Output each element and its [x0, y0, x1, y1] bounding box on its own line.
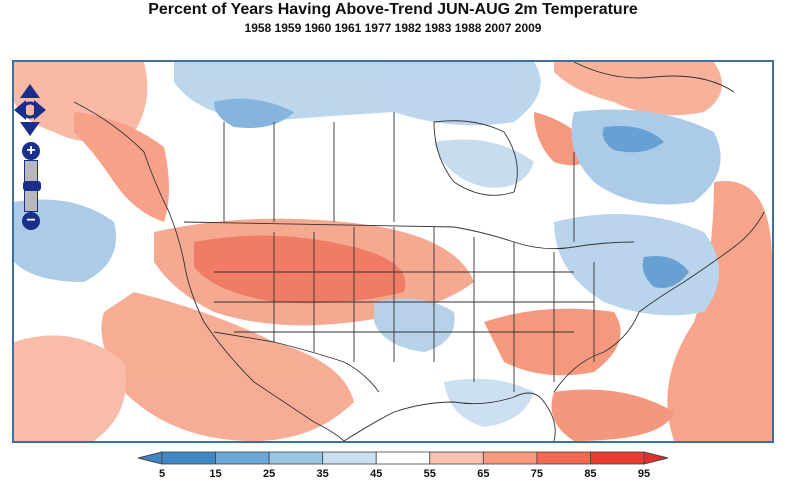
canada-us-border [183, 221, 635, 250]
greenland-coast [573, 62, 735, 93]
cool-core-quebec [602, 126, 664, 153]
cool-core-arctic [214, 98, 294, 128]
field-shading [14, 62, 772, 441]
colorbar-tick-label: 5 [158, 468, 166, 480]
colorbar-tick-label: 75 [530, 468, 543, 480]
color-legend: 5 15 25 35 45 55 65 75 85 95 [138, 451, 668, 485]
colorbar-over-arrow [643, 451, 668, 465]
warm-region-southeast [484, 308, 621, 376]
warm-region-bc-coast [74, 112, 169, 222]
colorbar-cell [429, 451, 484, 465]
warm-core-western-us [194, 235, 406, 304]
warm-region-pacific [14, 335, 126, 441]
zoom-in-button[interactable]: + [22, 142, 40, 160]
us-mexico-border [213, 331, 380, 393]
colorbar-cell [590, 451, 645, 465]
hudson-bay-outline [433, 120, 518, 196]
pan-right-icon [34, 100, 46, 120]
pan-up-icon [20, 84, 40, 98]
zoom-out-button[interactable]: − [22, 212, 40, 230]
colorbar-cell [322, 451, 377, 465]
pan-down-icon [20, 122, 40, 136]
colorbar-cell [215, 451, 270, 465]
map-subtitle-years: 1958 1959 1960 1961 1977 1982 1983 1988 … [244, 21, 542, 35]
cool-region-quebec [571, 109, 721, 205]
colorbar-cell [268, 451, 324, 465]
warm-region-mexico [101, 292, 354, 441]
map-title: Percent of Years Having Above-Trend JUN-… [148, 1, 638, 18]
colorbar-tick-label: 25 [262, 468, 276, 480]
colorbar-tick-label: 55 [423, 468, 436, 480]
colorbar-cell [536, 451, 591, 465]
map-panel[interactable] [12, 60, 774, 443]
pan-left-icon [14, 100, 26, 120]
colorbar-cell [161, 451, 216, 465]
colorbar-cell [482, 451, 538, 465]
colorbar-bar [138, 451, 668, 465]
colorbar-tick-label: 15 [209, 468, 222, 480]
cool-region-central-plains [374, 298, 455, 352]
zoom-slider-track[interactable] [23, 160, 41, 212]
colorbar-under-arrow [138, 451, 163, 465]
colorbar-cell [375, 451, 431, 465]
zoom-slider-handle[interactable] [23, 181, 41, 191]
us-state-lines [214, 227, 595, 392]
canadian-province-lines [223, 112, 575, 242]
cool-region-hudson [434, 139, 534, 188]
cool-core-northeast [642, 256, 689, 288]
colorbar-tick-label: 65 [477, 468, 490, 480]
warm-region-caribbean [551, 389, 674, 441]
colorbar-tick-label: 85 [584, 468, 597, 480]
warm-region-greenland [554, 62, 722, 116]
cool-region-great-lakes [554, 214, 719, 316]
colorbar-tick-label: 45 [370, 468, 383, 480]
zoom-bar: + − [22, 142, 41, 230]
temperature-anomaly-map [14, 62, 772, 441]
warm-region-atlantic [667, 181, 772, 441]
colorbar-tick-label: 95 [637, 468, 651, 480]
coastlines-and-borders [73, 62, 765, 441]
colorbar-tick-label: 35 [316, 468, 329, 480]
colorbar-cells [161, 451, 645, 465]
pan-arrows-icon[interactable] [14, 84, 46, 136]
